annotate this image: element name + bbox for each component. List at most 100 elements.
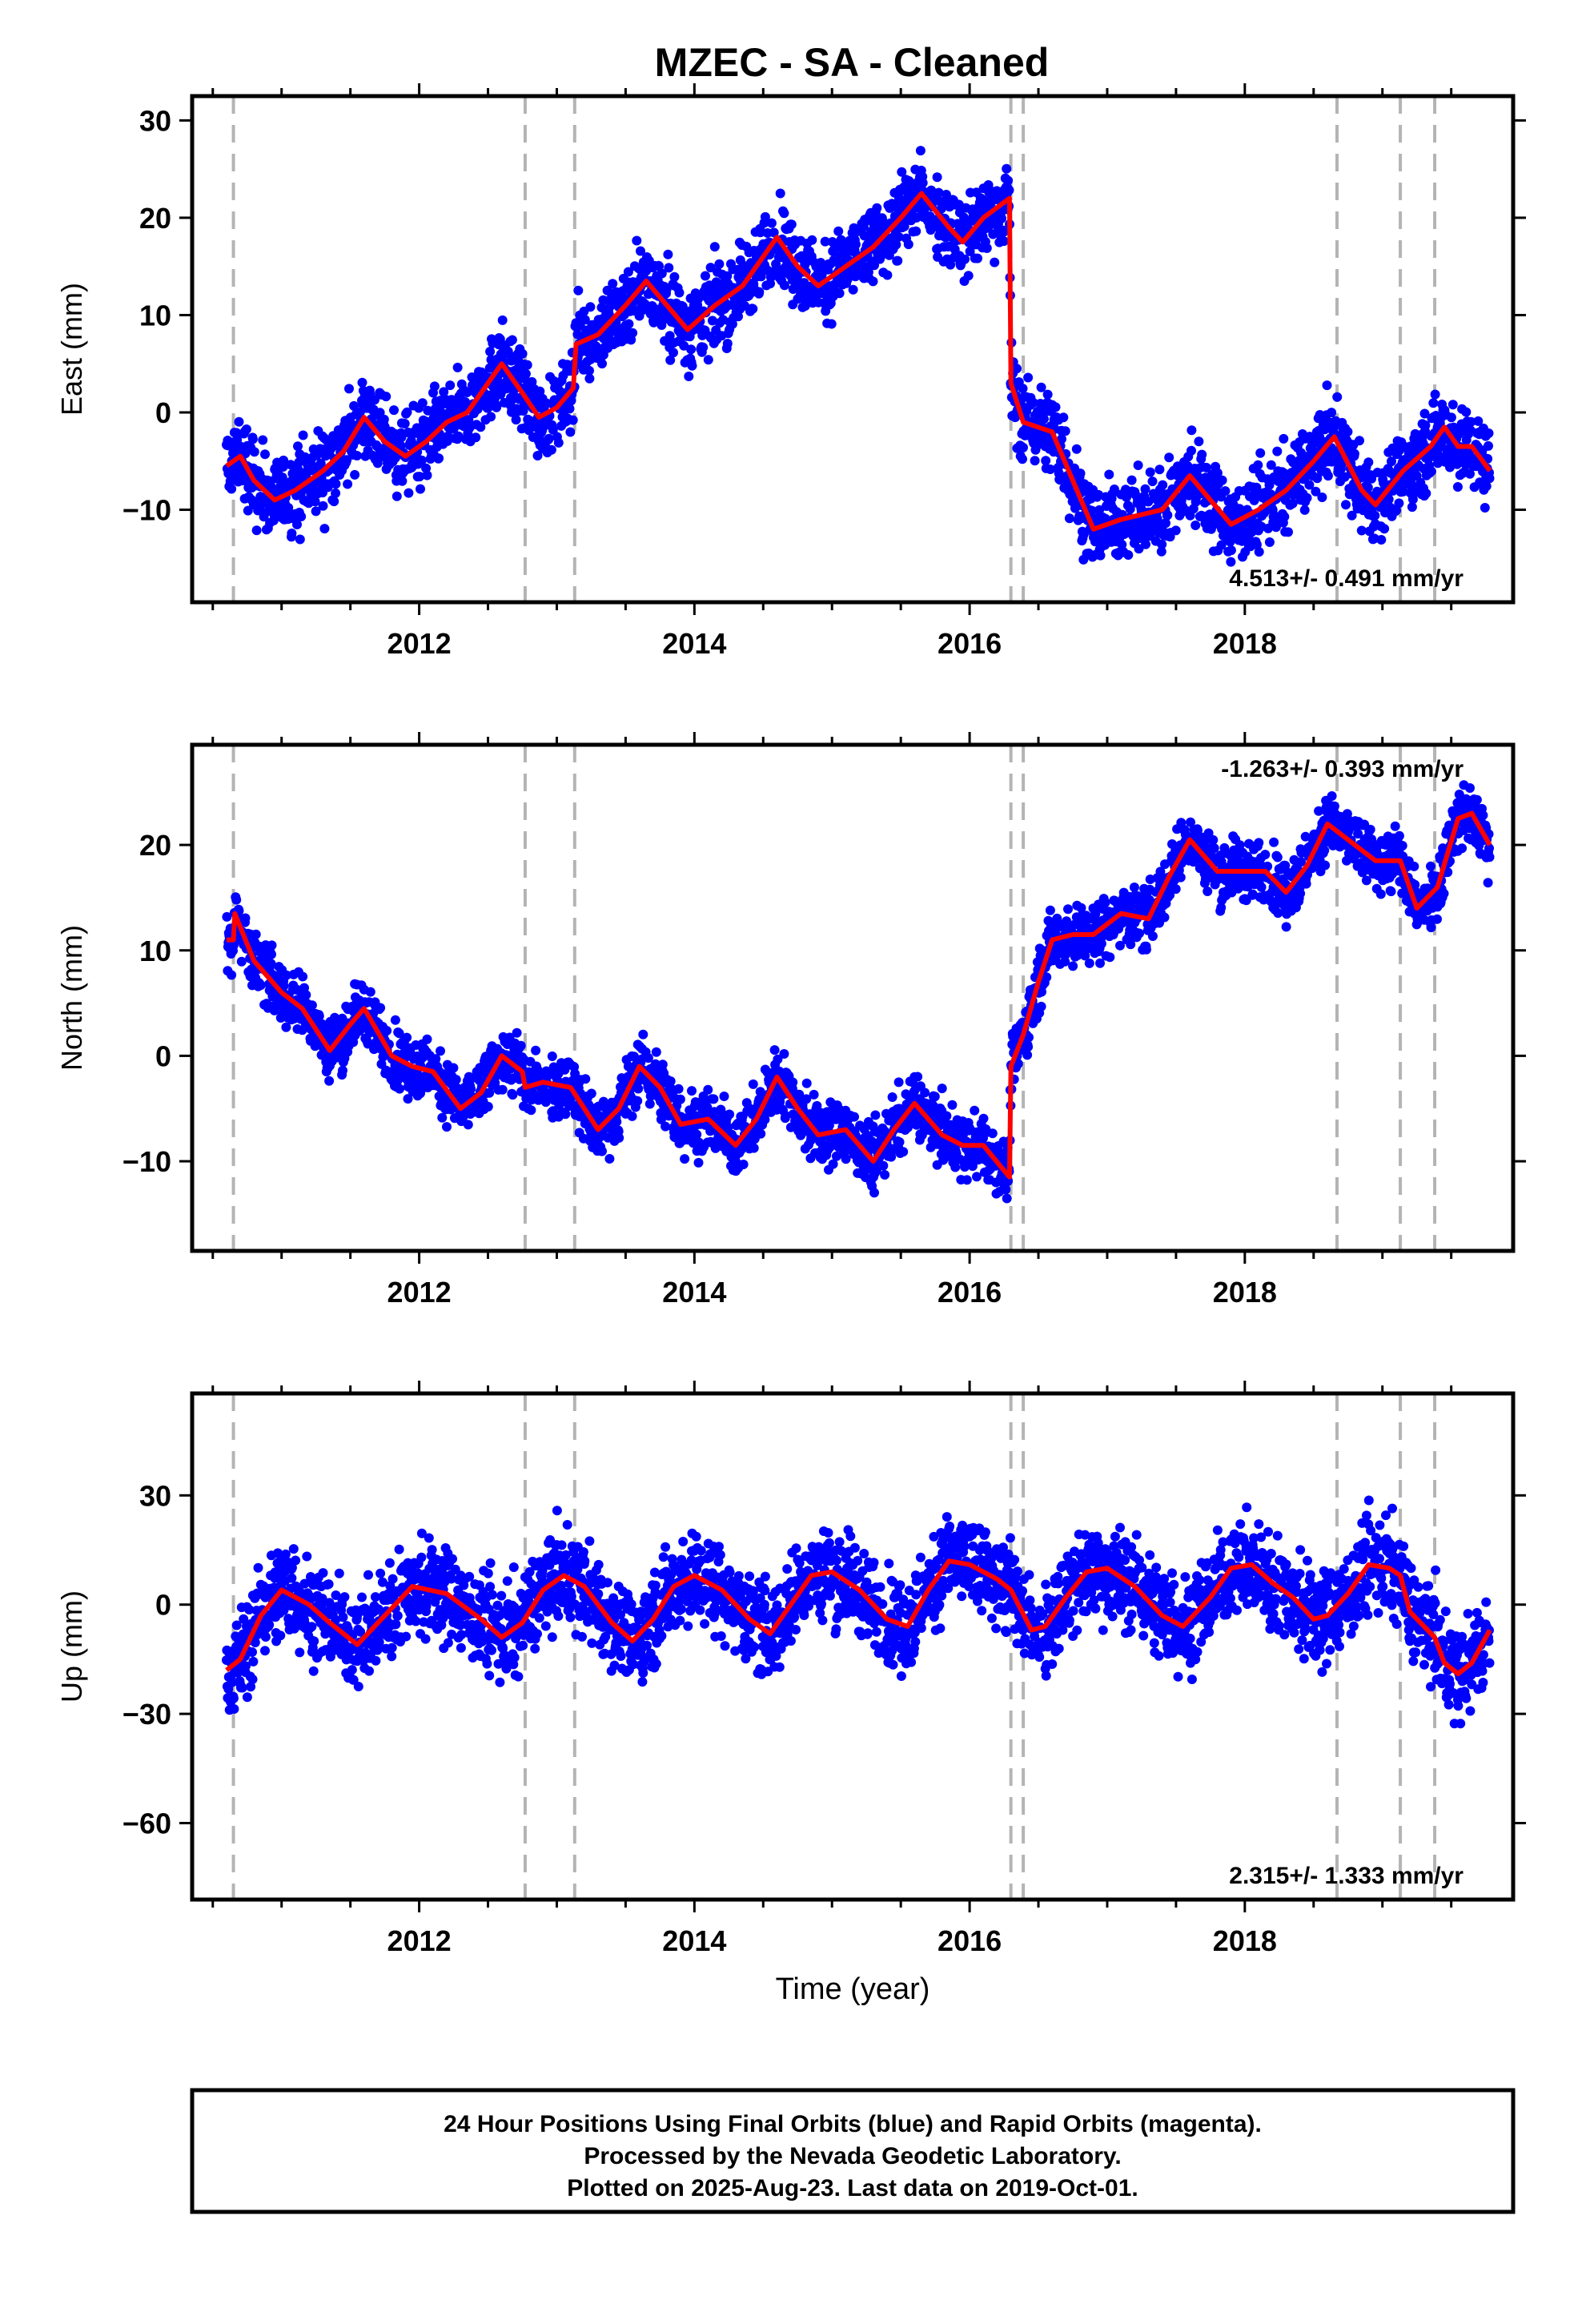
east-data-point [1186,445,1196,456]
east-data-point [1266,460,1276,470]
east-data-point [379,414,389,424]
north-data-point [657,1059,668,1070]
east-xtick-label: 2018 [1213,627,1277,660]
east-data-point [834,288,845,299]
east-plot-frame [190,94,1516,605]
east-data-point [917,178,928,188]
east-data-point [1133,460,1143,470]
east-data-point [1134,544,1144,554]
east-data-point [1363,457,1374,468]
north-data-point [251,929,261,939]
east-data-point [1075,468,1086,479]
east-data-point [760,211,770,222]
east-data-point [1201,462,1211,472]
north-data-point [570,1068,580,1079]
east-xtick-label: 2014 [662,627,726,660]
east-data-point [1299,505,1310,515]
east-data-point [1398,486,1408,497]
east-xtick-label: 2012 [387,627,452,660]
east-data-point [391,491,402,501]
east-data-point [1430,389,1440,400]
north-data-point [978,1113,989,1124]
east-data-point [932,172,942,183]
north-data-point [693,1157,704,1168]
east-data-point [343,479,353,489]
east-data-point [669,348,678,358]
east-data-point [897,167,907,177]
east-data-point [260,449,270,460]
east-data-point [1251,540,1262,550]
east-data-point [298,430,308,440]
north-data-point [1022,1050,1033,1060]
north-data-point [849,1112,859,1122]
east-data-point [714,259,725,269]
north-data-point [324,1076,335,1086]
east-data-point [1217,475,1227,485]
east-data-point [400,419,410,428]
north-data-point [656,1114,666,1124]
east-data-point [674,287,685,298]
east-data-point [915,146,926,156]
east-data-point [1341,500,1351,510]
north-data-point [651,1047,661,1057]
east-data-point [973,253,982,263]
east-data-point [786,219,797,230]
east-data-point [1347,510,1357,521]
north-data-point [604,1154,615,1164]
east-data-point [756,271,766,282]
east-data-point [779,280,789,291]
east-data-point [868,276,878,287]
north-data-point [947,1100,958,1110]
east-data-point [899,221,909,231]
north-data-point [887,1092,897,1102]
east-data-point [524,425,534,436]
east-data-point [1018,442,1028,452]
north-data-point [725,1109,735,1120]
east-data-point [422,470,432,480]
east-data-point [350,469,360,480]
east-data-point [779,208,789,219]
east-data-point [963,271,974,281]
north-data-point [812,1100,822,1111]
east-data-point [1317,493,1327,502]
north-data-point [267,940,277,951]
east-data-point [701,271,710,281]
east-data-point [1356,525,1367,536]
east-data-point [381,392,391,402]
north-data-point [972,1172,982,1182]
east-data-point [1363,482,1373,493]
east-data-point [1332,392,1343,402]
north-data-point [281,970,291,980]
north-data-point [236,956,247,967]
east-data-point [677,301,688,312]
east-data-point [1420,420,1431,430]
east-data-point [1445,462,1455,472]
east-data-point [833,226,844,236]
north-data-point [483,1101,493,1112]
east-data-point [357,377,367,388]
east-data-point [1156,546,1166,557]
east-data-point [1191,521,1201,530]
north-data-point [1013,1059,1023,1069]
east-data-point [1041,456,1051,466]
north-data-point [692,1129,702,1140]
figure-title: MZEC - SA - Cleaned [655,40,1050,85]
east-data-point [665,355,676,365]
east-data-point [703,355,713,365]
east-data-point [1370,510,1380,521]
north-data-point [629,1051,639,1062]
north-data-point [228,940,239,951]
north-data-point [382,1026,392,1035]
east-data-point [1253,460,1263,470]
east-data-point [960,254,970,264]
east-data-point [1294,462,1304,472]
east-data-point [416,484,425,494]
east-data-point [310,497,320,507]
north-data-point [279,981,289,991]
east-data-point [1023,372,1034,383]
east-data-point [553,437,564,448]
east-data-point [1057,434,1066,444]
north-data-point [231,895,242,905]
